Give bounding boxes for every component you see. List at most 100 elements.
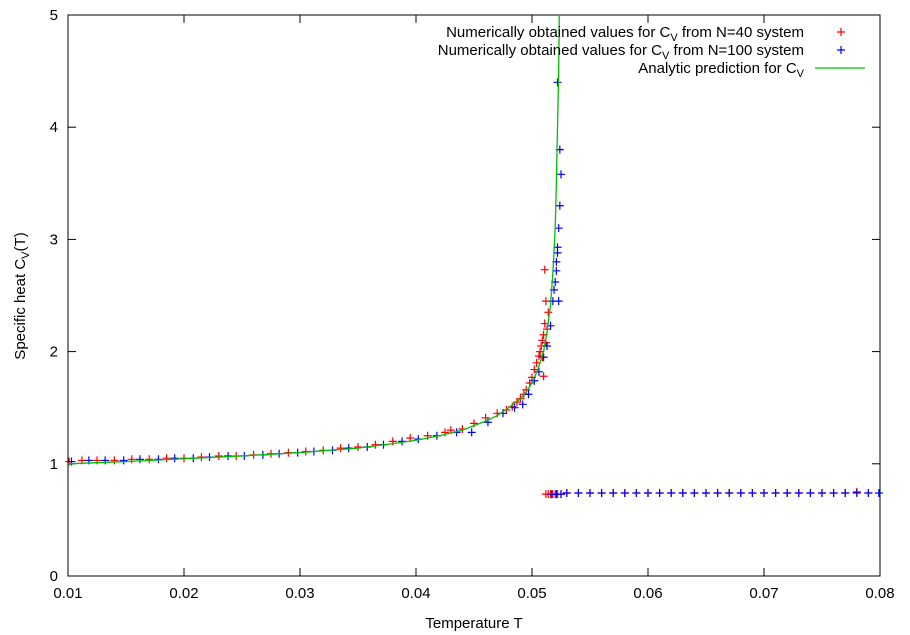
point-0-39 [536, 347, 545, 356]
point-1-66 [748, 488, 757, 497]
point-1-58 [655, 488, 664, 497]
legend-n100-suffix: from N=100 system [669, 42, 804, 59]
point-1-76 [864, 488, 873, 497]
x-tick-label-0: 0.01 [53, 585, 82, 602]
x-tick-label-1: 0.02 [169, 585, 198, 602]
point-0-3 [110, 456, 119, 465]
legend-analytic-prefix: Analytic prediction for C [638, 60, 797, 77]
legend-n100-sub: V [662, 50, 670, 62]
series-2 [67, 14, 560, 465]
point-1-42 [554, 224, 563, 233]
point-1-57 [644, 488, 652, 497]
legend-marker-0 [837, 28, 845, 36]
point-1-41 [554, 297, 563, 306]
point-1-27 [518, 400, 527, 409]
point-1-67 [760, 488, 768, 497]
point-1-52 [586, 488, 594, 497]
y-tick-label-0: 0 [50, 568, 58, 585]
legend-n100-prefix: Numerically obtained values for C [438, 42, 662, 59]
point-1-65 [736, 488, 745, 497]
x-tick-label-4: 0.05 [517, 585, 546, 602]
point-0-8 [197, 453, 206, 462]
legend-symbol-n40 [837, 28, 845, 36]
point-1-56 [632, 488, 641, 497]
point-1-31 [539, 353, 548, 362]
point-1-69 [783, 488, 792, 497]
axis-ticks [67, 14, 881, 577]
point-1-75 [852, 488, 861, 497]
y-tick-label-5: 5 [50, 7, 58, 24]
point-0-5 [145, 455, 154, 464]
y-axis-label-sub: V [20, 251, 32, 259]
point-1-43 [555, 201, 564, 210]
point-0-43 [540, 319, 549, 328]
point-1-46 [553, 78, 562, 87]
point-1-64 [725, 488, 734, 497]
point-1-70 [794, 488, 803, 497]
point-1-23 [467, 428, 476, 437]
y-axis-label: Specific heat CV(T) [12, 232, 32, 359]
point-1-37 [552, 266, 561, 275]
y-tick-label-3: 3 [50, 231, 58, 248]
point-0-16 [336, 444, 345, 453]
point-1-74 [841, 488, 850, 497]
point-0-18 [371, 440, 380, 449]
x-tick-label-2: 0.03 [285, 585, 314, 602]
point-0-4 [127, 455, 136, 464]
series-layer [65, 14, 883, 499]
point-1-61 [690, 488, 699, 497]
point-1-26 [510, 403, 519, 412]
x-tick-label-3: 0.04 [401, 585, 430, 602]
legend-n40-prefix: Numerically obtained values for C [446, 24, 670, 41]
series-1 [67, 78, 883, 499]
legend-text-n100: Numerically obtained values for CV from … [438, 42, 804, 62]
point-1-77 [874, 488, 883, 497]
y-tick-label-1: 1 [50, 456, 58, 473]
tick-labels: 0.01 0.02 0.03 0.04 0.05 0.06 0.07 0.08 0 1 2 3 4 5 [50, 7, 895, 602]
legend-symbol-n100 [837, 46, 845, 54]
legend-n40-suffix: from N=40 system [678, 24, 804, 41]
point-1-68 [771, 488, 780, 497]
point-1-51 [574, 488, 583, 497]
legend-text-analytic: Analytic prediction for CV [638, 60, 804, 80]
point-1-71 [806, 488, 815, 497]
point-1-62 [702, 488, 710, 497]
y-tick-label-2: 2 [50, 344, 58, 361]
analytic-curve [67, 14, 560, 465]
legend-marker-1 [837, 46, 845, 54]
point-1-53 [597, 488, 606, 497]
x-tick-label-6: 0.07 [749, 585, 778, 602]
point-1-55 [620, 488, 629, 497]
point-1-59 [667, 488, 676, 497]
point-1-60 [678, 488, 687, 497]
point-1-44 [557, 170, 565, 179]
point-0-36 [530, 365, 539, 374]
y-axis-label-suffix: (T) [12, 232, 29, 251]
y-axis-label-prefix: Specific heat C [12, 259, 29, 360]
point-1-3 [119, 456, 128, 465]
point-0-44 [541, 297, 550, 306]
point-1-73 [829, 488, 838, 497]
legend-analytic-sub: V [797, 68, 805, 80]
point-1-28 [524, 390, 533, 399]
point-0-22 [441, 428, 449, 437]
point-0-45 [540, 265, 549, 274]
point-0-46 [539, 372, 548, 381]
point-1-2 [101, 456, 110, 465]
legend: Numerically obtained values for CV from … [438, 24, 865, 80]
x-axis-label: Temperature T [425, 615, 522, 632]
point-1-54 [609, 488, 618, 497]
point-1-6 [170, 454, 179, 463]
plot-frame [67, 14, 881, 577]
point-1-4 [135, 455, 144, 464]
point-0-50 [544, 308, 553, 317]
point-0-9 [214, 451, 223, 460]
y-tick-label-4: 4 [50, 119, 58, 136]
point-0-17 [354, 442, 362, 451]
point-0-6 [162, 454, 171, 463]
x-tick-label-7: 0.08 [865, 585, 894, 602]
legend-text-n40: Numerically obtained values for CV from … [446, 24, 804, 44]
point-1-63 [713, 488, 722, 497]
point-1-72 [818, 488, 826, 497]
